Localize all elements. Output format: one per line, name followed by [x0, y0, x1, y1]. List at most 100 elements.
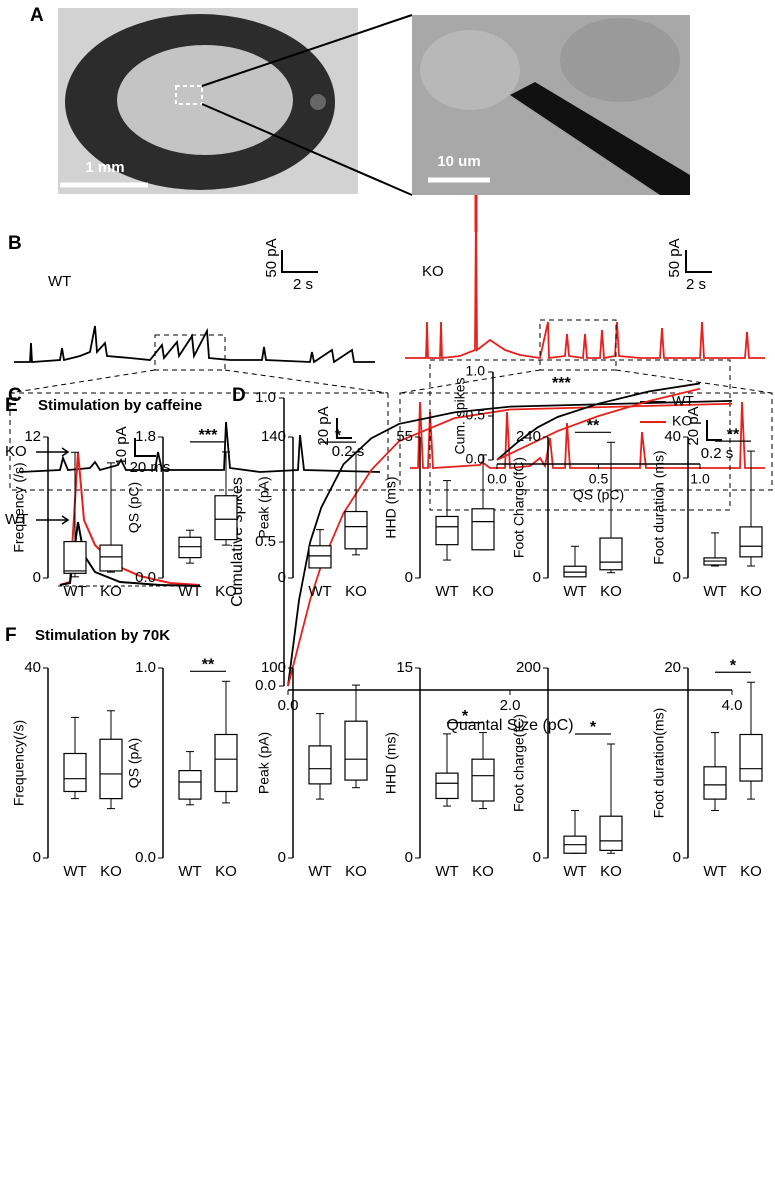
- x-tick-label: KO: [472, 583, 494, 600]
- y-tick-label: 20: [664, 659, 681, 676]
- x-tick-label: KO: [740, 863, 762, 880]
- y-tick-label: 0: [673, 849, 681, 866]
- scale-label: 1 mm: [85, 159, 124, 176]
- x-tick-label: KO: [345, 583, 367, 600]
- series-line: [496, 382, 701, 461]
- scale-label: 20 pA: [685, 406, 702, 445]
- x-tick-label: KO: [100, 583, 122, 600]
- zoom-box: [175, 85, 203, 105]
- y-tick-label: 0: [278, 849, 286, 866]
- box: [471, 508, 495, 551]
- significance: *: [590, 719, 597, 736]
- box: [99, 738, 123, 800]
- box: [739, 526, 763, 558]
- y-tick-label: 15: [396, 659, 413, 676]
- x-tick-label: WT: [435, 863, 458, 880]
- x-tick-label: WT: [308, 583, 331, 600]
- y-axis-label: Frequency (/s): [11, 462, 27, 552]
- series-line: [496, 387, 701, 461]
- y-tick-label: 200: [516, 659, 541, 676]
- ko-trace: [405, 204, 765, 360]
- box: [178, 536, 202, 559]
- box: [739, 733, 763, 782]
- scale-bar: [685, 250, 712, 273]
- y-tick-label: 0: [673, 569, 681, 586]
- y-tick-label: 1.0: [255, 389, 276, 406]
- x-axis-label: Quantal Size (pC): [446, 717, 573, 734]
- y-tick-label: 0.5: [255, 533, 276, 550]
- scale-label: 10 pA: [113, 426, 130, 465]
- y-axis-label: HHD (ms): [383, 732, 399, 794]
- panel-label: A: [30, 5, 44, 26]
- series-line: [287, 399, 733, 687]
- zoom-box: [539, 319, 617, 371]
- y-tick-label: 0.5: [466, 407, 486, 423]
- ko-spike: [59, 451, 201, 586]
- x-tick-label: 0.0: [278, 697, 299, 714]
- panel-label: B: [8, 233, 22, 254]
- scale-bar: [336, 418, 352, 439]
- scale-label: 10 um: [437, 153, 480, 170]
- box: [599, 537, 623, 571]
- trace-label: KO: [422, 263, 444, 280]
- significance: *: [462, 708, 469, 725]
- panel-label: D: [232, 385, 246, 406]
- y-axis-label: Peak (pA): [256, 476, 272, 538]
- y-axis-label: QS (pC): [126, 482, 142, 533]
- scale-bar: [706, 420, 722, 441]
- scale-label: 0.2 s: [701, 445, 734, 462]
- section-title: Stimulation by 70K: [35, 627, 170, 644]
- x-tick-label: WT: [703, 863, 726, 880]
- scale-bar: [134, 438, 156, 457]
- y-axis-label: Cum. spikes: [452, 377, 468, 454]
- x-tick-label: WT: [435, 583, 458, 600]
- y-tick-label: 0: [278, 569, 286, 586]
- y-tick-label: 0.0: [135, 849, 156, 866]
- y-tick-label: 0: [33, 849, 41, 866]
- box: [99, 544, 123, 572]
- y-tick-label: 0: [533, 569, 541, 586]
- box: [435, 515, 459, 546]
- x-tick-label: WT: [563, 583, 586, 600]
- box: [599, 815, 623, 852]
- scale-label: 20 pA: [315, 406, 332, 445]
- y-tick-label: 40: [664, 428, 681, 445]
- panel-label: C: [8, 385, 22, 406]
- y-axis-label: Foot duration(ms): [651, 708, 667, 818]
- y-tick-label: 0: [33, 569, 41, 586]
- x-tick-label: WT: [308, 863, 331, 880]
- box: [344, 510, 368, 550]
- box: [178, 769, 202, 800]
- panel-label: E: [5, 395, 18, 416]
- legend-label: WT: [672, 393, 694, 409]
- x-tick-label: WT: [563, 863, 586, 880]
- tissue-blob: [310, 94, 326, 110]
- x-tick-label: 2.0: [500, 697, 521, 714]
- box: [308, 545, 332, 569]
- x-tick-label: KO: [600, 583, 622, 600]
- x-tick-label: 0.0: [487, 471, 507, 487]
- scale-label: 50 pA: [666, 238, 683, 277]
- significance: **: [727, 426, 740, 443]
- y-tick-label: 140: [261, 428, 286, 445]
- arrow-label: KO: [5, 443, 27, 460]
- scale-label: 0.2 s: [332, 443, 365, 460]
- y-tick-label: 1.0: [135, 659, 156, 676]
- significance: ***: [199, 427, 218, 444]
- y-tick-label: 240: [516, 428, 541, 445]
- legend-label: KO: [672, 413, 692, 429]
- electrode: [510, 82, 690, 195]
- x-tick-label: WT: [703, 583, 726, 600]
- trace-label: WT: [48, 273, 71, 290]
- series-line: [287, 402, 733, 687]
- x-tick-label: KO: [472, 863, 494, 880]
- y-tick-label: 40: [24, 659, 41, 676]
- box: [435, 772, 459, 800]
- x-tick-label: KO: [215, 583, 237, 600]
- y-tick-label: 0.0: [255, 677, 276, 694]
- x-tick-label: WT: [63, 583, 86, 600]
- scale-bar: [281, 250, 318, 273]
- zoom-frame: [9, 392, 389, 491]
- x-tick-label: WT: [63, 863, 86, 880]
- box: [703, 766, 727, 800]
